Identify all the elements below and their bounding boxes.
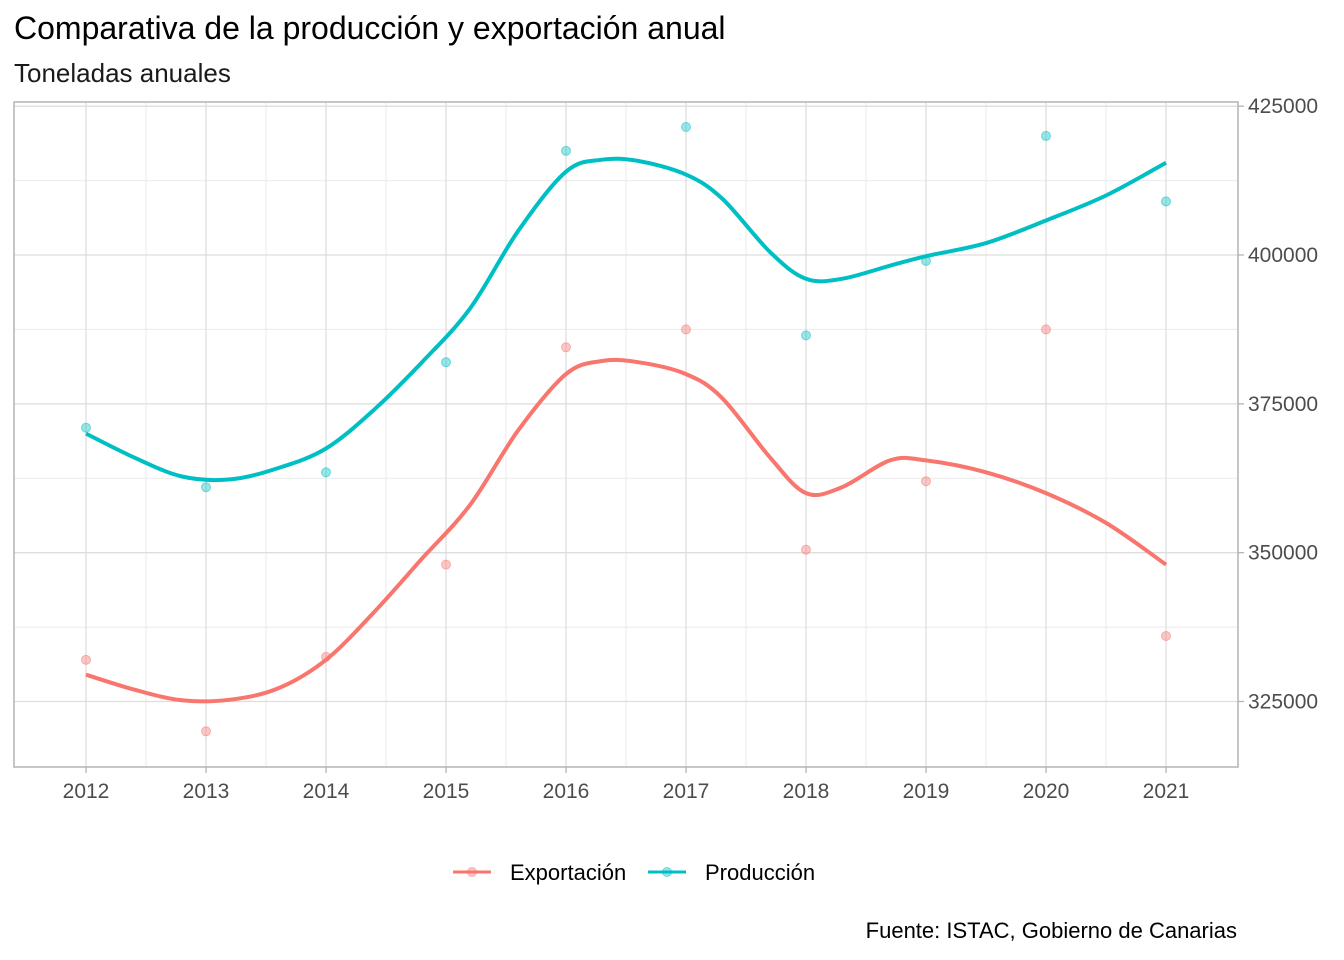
grid-lines (14, 102, 1238, 767)
data-point (441, 357, 451, 368)
data-point (321, 467, 331, 478)
y-tick-label: 325000 (1248, 691, 1318, 714)
x-tick-label: 2013 (183, 780, 230, 803)
series-line (85, 156, 1167, 483)
data-point (1161, 196, 1171, 207)
y-tick-label: 350000 (1248, 542, 1318, 565)
legend-key-point (467, 867, 477, 877)
x-tick-label: 2014 (303, 780, 350, 803)
data-point (1041, 130, 1051, 141)
data-point (561, 342, 571, 353)
data-point (1041, 324, 1051, 335)
y-tick-label: 375000 (1248, 393, 1318, 416)
x-tick-label: 2021 (1143, 780, 1190, 803)
y-tick-label: 425000 (1248, 95, 1318, 118)
smooth-lines (85, 156, 1168, 704)
chart-caption: Fuente: ISTAC, Gobierno de Canarias (865, 918, 1237, 943)
series-line (85, 357, 1168, 704)
data-point (921, 476, 931, 487)
x-tick-label: 2016 (543, 780, 590, 803)
legend-label: Producción (705, 860, 815, 885)
x-tick-label: 2017 (663, 780, 710, 803)
x-tick-label: 2015 (423, 780, 470, 803)
data-point (561, 145, 571, 156)
data-point (441, 559, 451, 570)
legend-label: Exportación (510, 860, 626, 885)
legend-key-point (662, 867, 672, 877)
axis-ticks: 2012 2013 2014 2015 2016 2017 2018 2019 2020 2021… (63, 95, 1318, 803)
chart-subtitle: Toneladas anuales (14, 58, 231, 88)
data-point (81, 654, 91, 665)
data-point (801, 544, 811, 555)
data-point (681, 324, 691, 335)
data-point (1161, 631, 1171, 642)
data-points (81, 122, 1171, 737)
data-point (681, 122, 691, 133)
x-tick-label: 2020 (1023, 780, 1070, 803)
legend: Exportación Producción (453, 860, 815, 885)
x-tick-label: 2012 (63, 780, 110, 803)
data-point (201, 482, 211, 493)
x-tick-label: 2018 (783, 780, 830, 803)
data-point (201, 726, 211, 737)
chart-title: Comparativa de la producción y exportaci… (14, 10, 726, 46)
x-tick-label: 2019 (903, 780, 950, 803)
y-tick-label: 400000 (1248, 244, 1318, 267)
panel-border (13, 101, 1239, 768)
data-point (81, 422, 91, 433)
data-point (801, 330, 811, 341)
